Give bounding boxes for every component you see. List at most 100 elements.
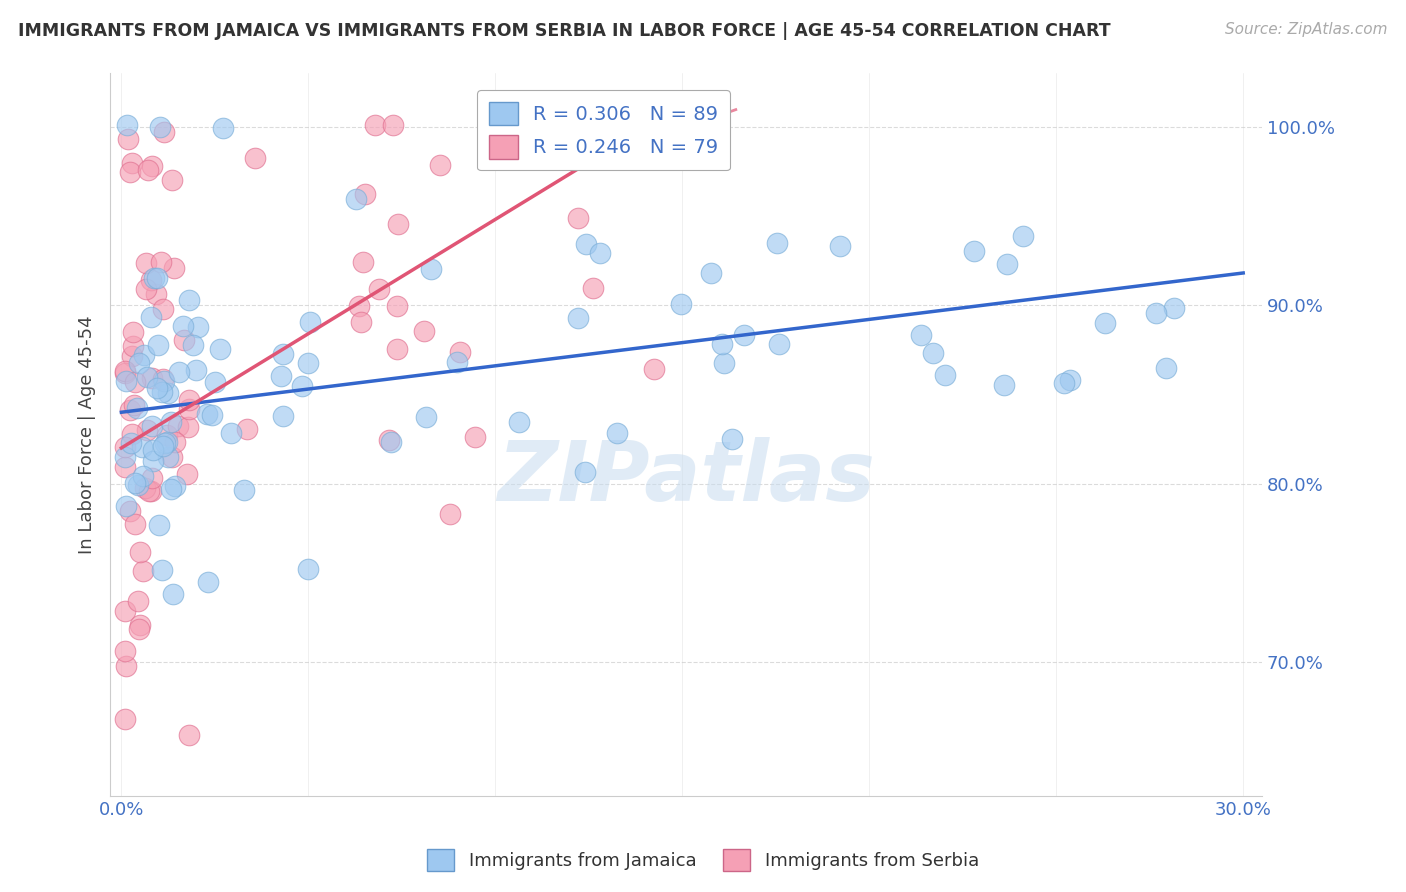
Point: [377, 434, 399, 448]
Point: [122, 398, 145, 412]
Point: [141, 443, 163, 458]
Point: [710, 337, 733, 351]
Point: [699, 266, 721, 280]
Point: [163, 260, 186, 275]
Point: [141, 371, 163, 385]
Point: [141, 419, 163, 434]
Text: ZIPatlas: ZIPatlas: [498, 437, 875, 518]
Point: [120, 504, 142, 518]
Point: [640, 118, 662, 132]
Point: [177, 401, 200, 416]
Point: [156, 434, 179, 449]
Point: [152, 301, 174, 316]
Point: [141, 159, 163, 173]
Legend: Immigrants from Jamaica, Immigrants from Serbia: Immigrants from Jamaica, Immigrants from…: [420, 842, 986, 879]
Point: [449, 344, 471, 359]
Point: [115, 658, 138, 673]
Point: [574, 465, 596, 479]
Point: [120, 435, 142, 450]
Point: [439, 508, 461, 522]
Point: [121, 349, 143, 363]
Point: [219, 426, 242, 441]
Point: [1146, 306, 1168, 320]
Point: [606, 425, 628, 440]
Point: [118, 403, 141, 417]
Point: [114, 604, 136, 618]
Point: [128, 545, 150, 559]
Point: [385, 299, 408, 313]
Point: [993, 377, 1015, 392]
Point: [127, 593, 149, 607]
Point: [114, 643, 136, 657]
Point: [364, 118, 387, 132]
Point: [588, 246, 610, 260]
Point: [910, 327, 932, 342]
Point: [177, 729, 200, 743]
Point: [118, 165, 141, 179]
Point: [187, 320, 209, 334]
Point: [464, 430, 486, 444]
Point: [135, 369, 157, 384]
Point: [1094, 317, 1116, 331]
Point: [162, 587, 184, 601]
Point: [172, 319, 194, 334]
Point: [352, 255, 374, 269]
Point: [121, 155, 143, 169]
Point: [349, 299, 371, 313]
Point: [353, 187, 375, 202]
Point: [768, 337, 790, 351]
Point: [503, 144, 526, 158]
Point: [139, 310, 162, 324]
Point: [197, 574, 219, 589]
Point: [141, 471, 163, 485]
Point: [922, 346, 945, 360]
Point: [128, 622, 150, 636]
Point: [713, 356, 735, 370]
Point: [195, 407, 218, 421]
Point: [160, 450, 183, 465]
Point: [146, 271, 169, 285]
Point: [446, 354, 468, 368]
Point: [156, 428, 179, 442]
Point: [138, 163, 160, 178]
Point: [995, 257, 1018, 271]
Point: [132, 469, 155, 483]
Point: [114, 460, 136, 475]
Point: [236, 422, 259, 436]
Point: [766, 236, 789, 251]
Point: [173, 333, 195, 347]
Point: [183, 337, 205, 351]
Point: [204, 375, 226, 389]
Point: [567, 310, 589, 325]
Point: [139, 273, 162, 287]
Point: [128, 356, 150, 370]
Point: [963, 244, 986, 258]
Point: [382, 118, 405, 132]
Point: [501, 118, 523, 132]
Point: [934, 368, 956, 383]
Point: [721, 432, 744, 446]
Point: [1163, 301, 1185, 316]
Point: [142, 271, 165, 285]
Point: [124, 475, 146, 490]
Point: [232, 483, 254, 497]
Point: [630, 118, 652, 132]
Point: [125, 401, 148, 415]
Point: [115, 374, 138, 388]
Point: [114, 450, 136, 465]
Point: [115, 499, 138, 513]
Point: [150, 563, 173, 577]
Point: [380, 435, 402, 450]
Point: [508, 415, 530, 429]
Point: [208, 342, 231, 356]
Point: [1154, 360, 1177, 375]
Point: [114, 366, 136, 380]
Point: [157, 450, 180, 464]
Point: [145, 286, 167, 301]
Point: [245, 151, 267, 165]
Point: [135, 282, 157, 296]
Point: [162, 173, 184, 187]
Point: [114, 713, 136, 727]
Point: [160, 415, 183, 429]
Point: [163, 478, 186, 492]
